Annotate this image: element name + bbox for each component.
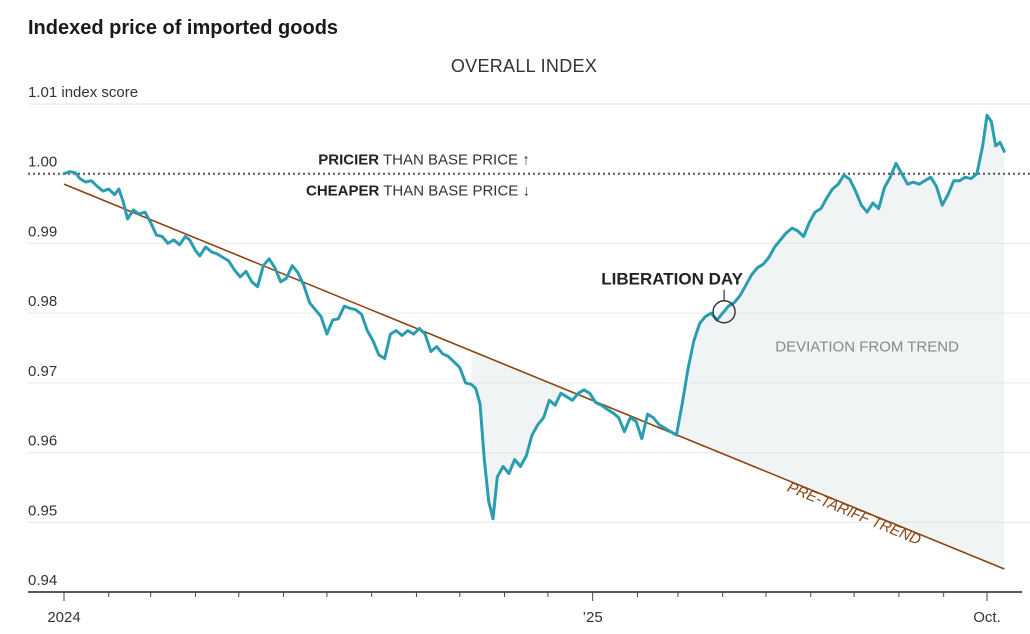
cheaper-label: CHEAPER THAN BASE PRICE ↓ (306, 183, 530, 200)
x-tick-label: 2024 (47, 609, 80, 626)
y-tick-label: 0.98 (28, 293, 57, 310)
gridlines (28, 103, 1030, 523)
x-tick-label: ’25 (583, 609, 603, 626)
x-tick-label: Oct. (973, 609, 1001, 626)
y-tick-label: 1.00 (28, 154, 57, 171)
x-axis: 2024 ’25 Oct. (47, 592, 1001, 626)
cheaper-strong: CHEAPER (306, 183, 380, 200)
deviation-shade-0 (471, 350, 608, 519)
cheaper-rest: THAN BASE PRICE ↓ (379, 183, 530, 200)
y-axis: 1.01 index score 1.00 0.99 0.98 0.97 0.96 0.95… (28, 84, 138, 589)
pricier-rest: THAN BASE PRICE ↑ (379, 152, 530, 169)
chart-title: Indexed price of imported goods (28, 17, 338, 39)
y-tick-label: 0.97 (28, 363, 57, 380)
deviation-from-trend-label: DEVIATION FROM TREND (775, 338, 959, 355)
y-tick-label: 0.96 (28, 433, 57, 450)
y-tick-label: 0.94 (28, 572, 57, 589)
pricier-strong: PRICIER (318, 152, 379, 169)
pre-tariff-trend-line (63, 183, 1005, 570)
y-tick-label: 0.99 (28, 223, 57, 240)
y-tick-label: 1.01 index score (28, 84, 138, 101)
pricier-label: PRICIER THAN BASE PRICE ↑ (318, 152, 529, 169)
deviation-shade-1 (676, 115, 1005, 569)
y-tick-label: 0.95 (28, 502, 57, 519)
series-line-overall-index (62, 113, 1006, 521)
liberation-day-label: LIBERATION DAY (601, 270, 743, 289)
chart-subtitle: OVERALL INDEX (451, 56, 597, 76)
